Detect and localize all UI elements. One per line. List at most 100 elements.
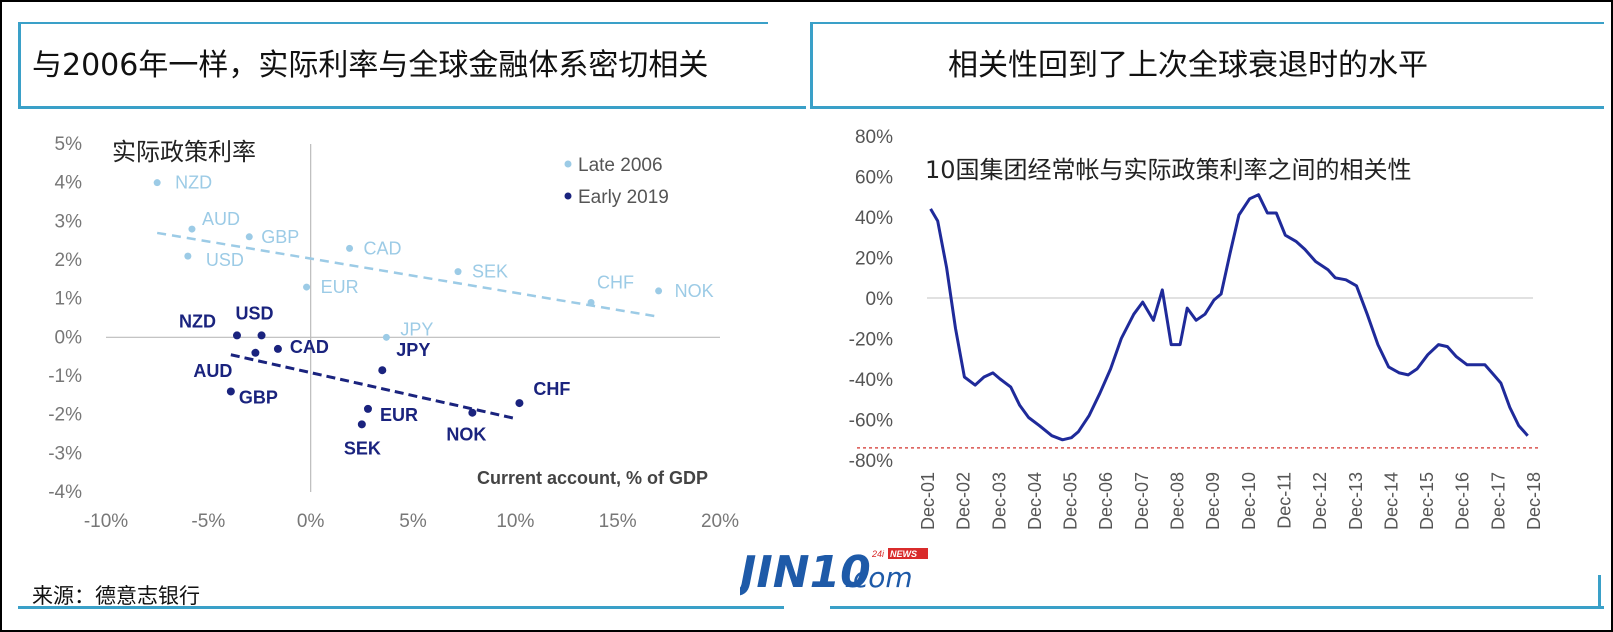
label-early2019-cad: CAD (290, 337, 329, 357)
x-tick-label: Dec-06 (1096, 472, 1116, 530)
label-early2019-jpy: JPY (396, 340, 430, 360)
point-late2006-nzd (153, 179, 161, 187)
trendline-late2006 (156, 231, 655, 318)
point-late2006-cad (346, 244, 354, 252)
y-tick-label: 5% (55, 134, 83, 155)
y-tick-label: 20% (855, 249, 893, 270)
x-tick-label: Dec-17 (1488, 472, 1508, 530)
legend-marker-late2006 (564, 160, 572, 168)
label-late2006-nok: NOK (675, 281, 714, 301)
x-tick-label: -10% (84, 511, 128, 532)
x-tick-label: 15% (599, 511, 637, 532)
x-tick-label: -5% (191, 511, 225, 532)
left-panel-title: 与2006年一样，实际利率与全球金融体系密切相关 (32, 48, 709, 83)
y-tick-label: 0% (866, 289, 894, 310)
jin10-logo: JIN10 .com 24i NEWS (732, 545, 940, 609)
point-early2019-usd (257, 331, 266, 340)
label-early2019-gbp: GBP (239, 387, 278, 407)
x-tick-label: 20% (701, 511, 739, 532)
point-late2006-jpy (382, 333, 390, 341)
x-tick-label: Dec-08 (1168, 472, 1188, 530)
label-late2006-aud: AUD (202, 209, 240, 229)
point-late2006-eur (303, 283, 311, 291)
x-tick-label: Dec-09 (1203, 472, 1223, 530)
y-tick-label: -3% (48, 443, 82, 464)
label-late2006-cad: CAD (364, 238, 402, 258)
y-tick-label: -60% (849, 411, 893, 432)
label-late2006-usd: USD (206, 250, 244, 270)
point-early2019-gbp (226, 387, 235, 396)
logo-main: JIN10 (740, 547, 871, 598)
x-tick-label: Dec-11 (1274, 472, 1294, 529)
line-inner-title: 10国集团经常帐与实际政策利率之间的相关性 (925, 156, 1412, 184)
x-tick-label: 5% (399, 511, 427, 532)
label-late2006-eur: EUR (321, 277, 359, 297)
x-tick-label: Dec-16 (1453, 472, 1473, 530)
x-tick-label: Dec-05 (1061, 472, 1081, 530)
point-early2019-chf (515, 399, 524, 408)
left-title-leftbar (18, 22, 21, 108)
logo-badge-left: 24i (871, 549, 885, 559)
right-title-underline (810, 106, 1604, 109)
x-tick-label: Dec-02 (954, 472, 974, 530)
point-early2019-nzd (232, 331, 241, 340)
right-bottom-line (830, 606, 1604, 609)
point-early2019-sek (357, 420, 366, 429)
logo-suffix: .com (844, 561, 913, 594)
x-tick-label: Dec-07 (1132, 472, 1152, 530)
label-late2006-sek: SEK (472, 262, 508, 282)
left-title-topline (18, 22, 768, 24)
logo-badge-right: NEWS (890, 549, 917, 559)
point-late2006-sek (454, 268, 462, 276)
point-early2019-aud (251, 348, 260, 357)
y-tick-label: -2% (48, 405, 82, 426)
label-early2019-nok: NOK (446, 425, 486, 445)
left-bottom-line (18, 606, 784, 609)
x-tick-label: 10% (496, 511, 534, 532)
x-tick-label: Dec-18 (1524, 472, 1544, 530)
y-tick-label: 4% (55, 173, 83, 194)
label-early2019-sek: SEK (344, 438, 381, 458)
label-late2006-chf: CHF (597, 273, 634, 293)
point-late2006-nok (655, 287, 663, 295)
point-early2019-cad (273, 344, 282, 353)
label-early2019-chf: CHF (533, 379, 570, 399)
x-tick-label: 0% (297, 511, 325, 532)
scatter-chart: 5% 4% 3% 2% 1% 0% -1% -2% -3% -4%-10% -5% 0% 5% 10% 15… (48, 134, 739, 532)
label-early2019-eur: EUR (380, 405, 418, 425)
x-tick-label: Dec-15 (1417, 472, 1437, 530)
line-chart: 80% 60% 40% 20% 0% -20% -40% -60% -80% Dec-01 Dec-… (849, 127, 1544, 530)
y-tick-label: 0% (55, 327, 83, 348)
left-title-underline (18, 106, 806, 109)
trendline-early2019 (230, 353, 516, 420)
legend-marker-early2019 (564, 192, 572, 200)
point-late2006-usd (184, 252, 192, 260)
x-tick-label: Dec-12 (1310, 472, 1330, 530)
y-tick-label: 1% (55, 289, 83, 310)
x-tick-label: Dec-14 (1381, 472, 1401, 530)
label-late2006-gbp: GBP (261, 227, 299, 247)
y-tick-label: -20% (849, 330, 893, 351)
scatter-inner-title: 实际政策利率 (112, 138, 256, 166)
legend-label-early2019: Early 2019 (578, 187, 669, 208)
x-tick-label: Dec-03 (989, 472, 1009, 530)
y-tick-label: 60% (855, 168, 893, 189)
correlation-line (929, 193, 1529, 442)
right-title-topline (810, 22, 1604, 24)
y-tick-label: 2% (55, 250, 83, 271)
point-early2019-nok (468, 408, 477, 417)
source-note: 来源：德意志银行 (32, 584, 200, 608)
point-early2019-eur (363, 404, 372, 413)
point-late2006-aud (188, 225, 196, 233)
y-tick-label: -80% (849, 451, 893, 472)
x-tick-label: Dec-01 (918, 472, 938, 530)
point-early2019-jpy (378, 366, 387, 375)
y-tick-label: -4% (48, 482, 82, 503)
point-late2006-chf (587, 299, 595, 307)
label-late2006-nzd: NZD (175, 173, 212, 193)
legend-label-late2006: Late 2006 (578, 155, 663, 176)
x-tick-label: Dec-13 (1346, 472, 1366, 530)
right-title-leftbar (810, 22, 813, 108)
y-tick-label: 3% (55, 211, 83, 232)
